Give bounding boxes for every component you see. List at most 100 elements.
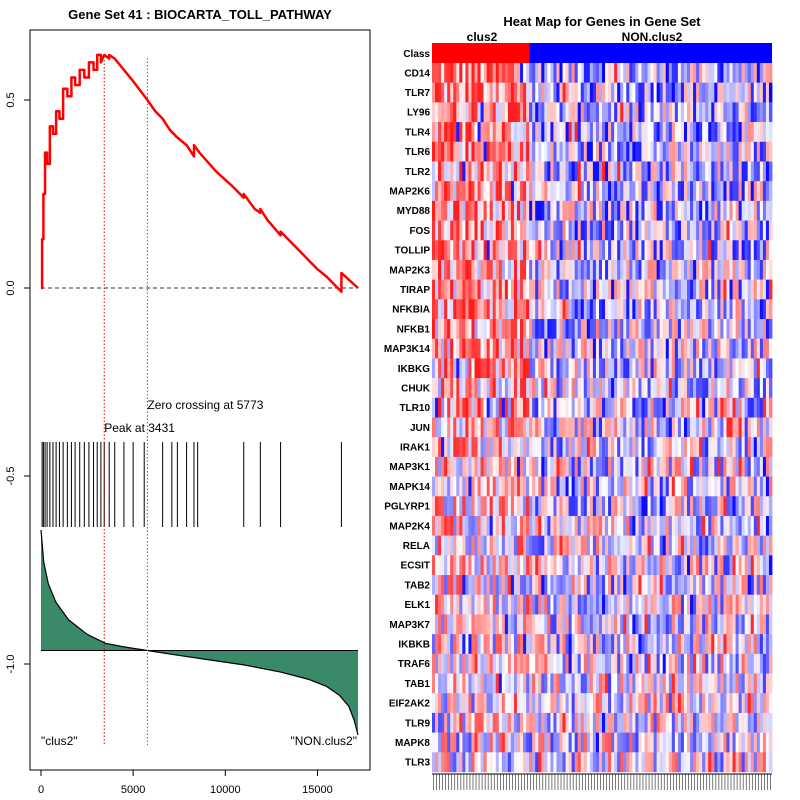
heatmap-cell: [608, 240, 612, 261]
heatmap-cell: [765, 358, 770, 379]
heatmap-cell: [513, 181, 518, 202]
heatmap-cell: [617, 712, 621, 733]
heatmap-cell: [453, 653, 457, 674]
heatmap-cell: [480, 358, 485, 379]
heatmap-cell: [504, 476, 509, 497]
heatmap-cell: [517, 437, 521, 458]
heatmap-cell: [680, 594, 685, 615]
heatmap-cell: [510, 319, 515, 339]
heatmap-cell: [617, 141, 621, 162]
heatmap-row: [432, 141, 773, 162]
heatmap-cell: [544, 161, 548, 182]
heatmap-cell: [638, 220, 642, 241]
heatmap-cell: [614, 555, 618, 576]
heatmap-cell: [592, 456, 597, 477]
heatmap-cell: [526, 712, 530, 733]
heatmap-cell: [501, 299, 506, 320]
heatmap-cell: [577, 417, 582, 438]
heatmap-cell: [547, 122, 551, 142]
heatmap-cell: [674, 141, 679, 162]
heatmap-cell: [501, 240, 506, 261]
heatmap-cell: [617, 378, 621, 398]
heatmap-cell: [456, 397, 460, 418]
heatmap-cell: [550, 319, 554, 339]
heatmap-cell: [756, 535, 761, 556]
heatmap-cell: [453, 417, 457, 438]
heatmap-cell: [550, 614, 554, 635]
gene-label: TAB1: [405, 679, 431, 690]
heatmap-cell: [495, 102, 500, 123]
heatmap-cell: [529, 693, 533, 714]
heatmap-cell: [638, 63, 642, 83]
heatmap-cell: [671, 338, 676, 359]
heatmap-cell: [583, 200, 588, 221]
heatmap-cell: [510, 378, 515, 398]
heatmap-cell: [468, 575, 472, 595]
heatmap-cell: [702, 240, 706, 261]
heatmap-cell: [544, 614, 548, 635]
heatmap-cell: [735, 299, 740, 320]
heatmap-cell: [744, 496, 749, 517]
heatmap-cell: [441, 161, 445, 182]
heatmap-cell: [753, 693, 758, 714]
heatmap-cell: [635, 496, 639, 517]
heatmap-cell: [611, 279, 615, 300]
heatmap-cell: [705, 732, 709, 753]
heatmap-cell: [541, 535, 545, 556]
heatmap-cell: [626, 535, 630, 556]
heatmap-cell: [617, 594, 621, 615]
heatmap-cell: [517, 259, 521, 280]
heatmap-cell: [559, 496, 563, 517]
heatmap-cell: [659, 732, 664, 753]
heatmap-cell: [589, 82, 594, 103]
heatmap-cell: [623, 555, 627, 576]
heatmap-cell: [705, 515, 709, 536]
heatmap-cell: [453, 240, 457, 261]
heatmap-cell: [647, 181, 651, 202]
heatmap-cell: [608, 555, 612, 576]
heatmap-cell: [677, 299, 682, 320]
heatmap-cell: [441, 200, 445, 221]
heatmap-cell: [647, 338, 651, 359]
heatmap-cell: [632, 220, 636, 241]
heatmap-cell: [693, 102, 697, 123]
heatmap-cell: [441, 634, 445, 655]
heatmap-cell: [671, 220, 676, 241]
heatmap-cell: [562, 712, 566, 733]
heatmap-cell: [568, 279, 573, 300]
heatmap-cell: [756, 181, 761, 202]
heatmap-cell: [683, 437, 688, 458]
heatmap-cell: [574, 181, 579, 202]
heatmap-cell: [438, 397, 442, 418]
heatmap-cell: [705, 102, 709, 123]
heatmap-cell: [489, 535, 494, 556]
heatmap-cell: [662, 63, 667, 83]
heatmap-cell: [668, 240, 673, 261]
heatmap-cell: [589, 358, 594, 379]
heatmap-cell: [717, 200, 721, 221]
heatmap-cell: [756, 693, 761, 714]
heatmap-cell: [711, 673, 715, 694]
heatmap-cell: [441, 614, 445, 635]
heatmap-cell: [495, 319, 500, 339]
heatmap-cell: [568, 299, 573, 320]
heatmap-cell: [486, 712, 491, 733]
heatmap-cell: [753, 712, 758, 733]
heatmap-cell: [438, 752, 442, 773]
heatmap-cell: [583, 614, 588, 635]
heatmap-cell: [577, 456, 582, 477]
heatmap-cell: [432, 496, 436, 517]
heatmap-cell: [432, 693, 436, 714]
heatmap-cell: [626, 476, 630, 497]
heatmap-cell: [732, 693, 736, 714]
heatmap-cell: [720, 594, 724, 615]
heatmap-cell: [693, 712, 697, 733]
heatmap-cell: [456, 259, 460, 280]
heatmap-cell: [510, 397, 515, 418]
heatmap-cell: [647, 673, 651, 694]
heatmap-cell: [699, 259, 703, 280]
heatmap-cell: [513, 161, 518, 182]
heatmap-cell: [538, 515, 542, 536]
heatmap-cell: [614, 63, 618, 83]
heatmap-cell: [671, 358, 676, 379]
